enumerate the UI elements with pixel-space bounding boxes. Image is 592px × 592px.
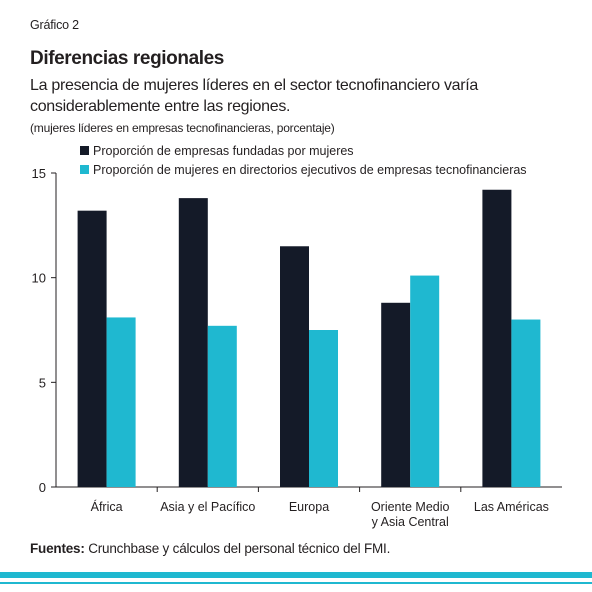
y-tick-label: 5 <box>39 375 46 390</box>
legend-swatch-2 <box>80 165 89 174</box>
x-tick-label: Las Américas <box>474 500 549 514</box>
legend-swatch-1 <box>80 146 89 155</box>
x-tick-label: y Asia Central <box>372 515 449 529</box>
bar-series-1 <box>178 198 208 487</box>
bottom-accent-rule-thin <box>0 582 592 584</box>
bar-series-1 <box>482 189 512 487</box>
source-text: Crunchbase y cálculos del personal técni… <box>84 541 391 556</box>
source-label: Fuentes: <box>30 541 85 556</box>
legend-label-2: Proporción de mujeres en directorios eje… <box>93 163 527 177</box>
x-tick-label: Asia y el Pacífico <box>160 500 255 514</box>
x-tick-label: África <box>91 499 123 514</box>
bar-series-2 <box>511 319 541 487</box>
y-tick-label: 15 <box>32 166 46 181</box>
source-note: Fuentes: Crunchbase y cálculos del perso… <box>30 541 390 556</box>
figure-label: Gráfico 2 <box>30 18 79 32</box>
bar-series-2 <box>309 330 338 487</box>
bar-series-2 <box>410 275 440 487</box>
bar-series-1 <box>280 246 309 487</box>
bar-series-2 <box>207 325 237 487</box>
bar-series-2 <box>106 317 136 487</box>
legend-label-1: Proporción de empresas fundadas por muje… <box>93 144 354 158</box>
y-tick-label: 0 <box>39 480 46 495</box>
chart-title: Diferencias regionales <box>30 48 224 69</box>
bar-chart: 0 5 10 15 África Asia y el Pacífico Europa Orie… <box>32 144 562 529</box>
y-tick-label: 10 <box>32 271 46 286</box>
bar-series-1 <box>77 210 107 487</box>
x-tick-label: Europa <box>289 500 329 514</box>
units-note: (mujeres líderes en empresas tecnofinanc… <box>30 121 335 135</box>
x-tick-label: Oriente Medio <box>371 500 450 514</box>
bottom-accent-rule <box>0 572 592 578</box>
chart-subtitle: La presencia de mujeres líderes en el se… <box>30 77 479 115</box>
bar-series-1 <box>381 302 411 487</box>
